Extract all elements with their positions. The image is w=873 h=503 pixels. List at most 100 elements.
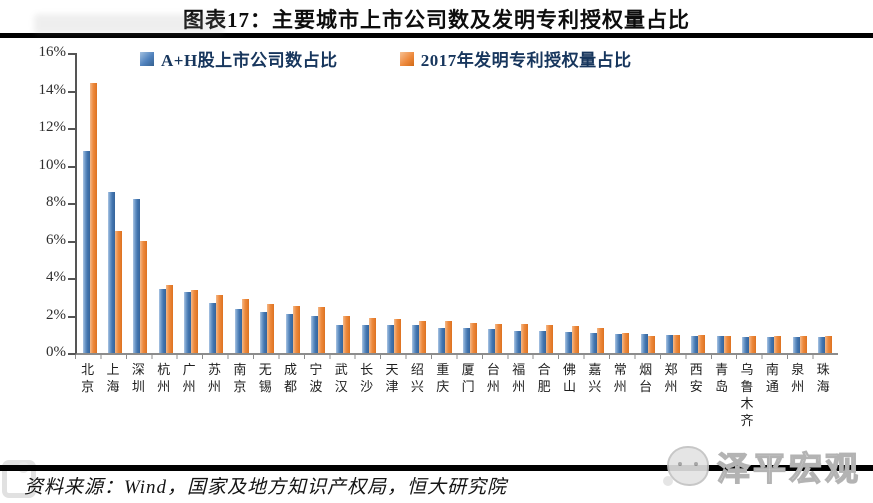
chart-title: 图表17：主要城市上市公司数及发明专利授权量占比: [183, 8, 690, 32]
bar-group-无锡: [255, 53, 280, 353]
bar-group-南京: [229, 53, 254, 353]
y-axis-tick-label: 16%: [38, 44, 67, 60]
legend-swatch-orange: [399, 51, 414, 66]
bar-listed-share-泉州: [792, 337, 800, 353]
x-label-wrap: 上海: [100, 361, 125, 429]
watermark-right: 泽平宏观: [663, 442, 861, 490]
x-label-wrap: 重庆: [430, 361, 455, 429]
bar-listed-share-宁波: [310, 315, 318, 353]
watermark-mascot-icon: [663, 446, 709, 486]
x-axis-label-南通: 南通: [765, 362, 779, 394]
x-label-wrap: 北京: [75, 361, 100, 429]
x-label-wrap: 南通: [760, 361, 785, 429]
bar-patent-share-福州: [520, 323, 528, 353]
bar-group-福州: [508, 53, 533, 353]
y-axis-tick-label: 12%: [38, 119, 67, 135]
x-axis-label-成都: 成都: [284, 362, 298, 394]
x-label-wrap: 宁波: [303, 361, 328, 429]
y-axis-tick-label: 2%: [46, 306, 66, 323]
x-label-wrap: 苏州: [202, 361, 227, 429]
bar-group-郑州: [660, 53, 685, 353]
bar-listed-share-苏州: [209, 303, 217, 353]
bar-listed-share-南通: [767, 337, 775, 353]
title-divider-rule: [0, 33, 873, 38]
bar-group-泉州: [787, 53, 812, 353]
bar-listed-share-青岛: [716, 336, 724, 353]
x-label-wrap: 嘉兴: [582, 361, 607, 429]
bar-listed-share-福州: [513, 330, 521, 353]
bar-group-杭州: [153, 53, 178, 353]
x-label-wrap: 泉州: [785, 361, 810, 429]
bar-patent-share-西安: [698, 335, 706, 353]
y-axis-tick-mark: [68, 315, 75, 318]
x-axis-label-烟台: 烟台: [639, 362, 653, 394]
legend-label-patents: 2017年发明专利授权量占比: [420, 51, 632, 70]
bar-group-宁波: [305, 53, 330, 353]
bar-group-青岛: [711, 53, 736, 353]
y-axis-tick-label: 8%: [46, 194, 66, 210]
bar-group-合肥: [533, 53, 558, 353]
legend-item-listed-companies: A+H股上市公司数占比: [140, 46, 338, 71]
x-label-wrap: 乌鲁木齐: [734, 361, 759, 429]
x-label-wrap: 青岛: [709, 361, 734, 429]
y-axis-tick-mark: [68, 128, 75, 130]
x-label-wrap: 福州: [506, 361, 531, 429]
x-axis-label-乌鲁木齐: 乌鲁木齐: [740, 362, 754, 428]
bar-group-烟台: [635, 53, 660, 353]
bar-patent-share-台州: [495, 323, 503, 353]
bar-patent-share-深圳: [140, 240, 148, 353]
bar-patent-share-青岛: [723, 336, 731, 353]
bar-patent-share-杭州: [165, 284, 173, 353]
x-label-wrap: 台州: [481, 361, 506, 429]
bar-listed-share-天津: [386, 324, 394, 353]
bar-listed-share-烟台: [640, 334, 648, 353]
x-axis-label-福州: 福州: [512, 362, 526, 394]
x-label-wrap: 合肥: [531, 361, 556, 429]
x-axis-label-郑州: 郑州: [664, 362, 678, 394]
y-axis-tick-mark: [68, 278, 75, 280]
y-axis-tick-mark: [68, 353, 75, 355]
x-axis-label-长沙: 长沙: [360, 362, 374, 394]
x-label-wrap: 佛山: [557, 361, 582, 429]
legend-label-listed-companies: A+H股上市公司数占比: [161, 51, 338, 70]
bar-patent-share-泉州: [799, 336, 807, 353]
bar-group-厦门: [457, 53, 482, 353]
bar-listed-share-嘉兴: [589, 333, 597, 353]
y-axis-tick-mark: [68, 90, 75, 93]
x-axis-label-重庆: 重庆: [436, 362, 450, 394]
bar-group-北京: [77, 53, 102, 353]
bar-patent-share-南京: [241, 298, 249, 353]
bar-listed-share-无锡: [260, 311, 268, 353]
x-label-wrap: 武汉: [329, 361, 354, 429]
bar-patent-share-烟台: [647, 336, 655, 353]
bar-patent-share-珠海: [825, 336, 833, 353]
x-axis-labels: 北京上海深圳杭州广州苏州南京无锡成都宁波武汉长沙天津绍兴重庆厦门台州福州合肥佛山…: [75, 361, 836, 429]
y-axis-tick-mark: [68, 53, 75, 55]
watermark-right-text: 泽平宏观: [716, 451, 861, 488]
bar-group-西安: [686, 53, 711, 353]
bar-group-乌鲁木齐: [736, 53, 761, 353]
bar-patent-share-厦门: [470, 323, 478, 353]
bar-listed-share-杭州: [158, 289, 166, 353]
bar-patent-share-无锡: [267, 304, 275, 353]
bar-listed-share-深圳: [133, 199, 141, 353]
x-axis-label-台州: 台州: [486, 362, 500, 394]
bar-listed-share-武汉: [336, 324, 344, 353]
bar-patent-share-合肥: [546, 324, 554, 353]
x-axis-label-南京: 南京: [233, 362, 247, 394]
bar-patent-share-长沙: [368, 318, 376, 353]
bar-listed-share-台州: [488, 328, 496, 353]
bar-group-苏州: [204, 53, 229, 353]
bar-patent-share-常州: [622, 333, 630, 353]
x-axis-label-珠海: 珠海: [816, 362, 830, 394]
y-axis-tick-label: 0%: [46, 344, 66, 360]
bar-patent-share-郑州: [672, 335, 680, 353]
bar-listed-share-佛山: [564, 332, 572, 353]
x-axis-label-常州: 常州: [613, 362, 627, 394]
chart-legend: A+H股上市公司数占比 2017年发明专利授权量占比: [140, 46, 632, 71]
x-axis-label-佛山: 佛山: [563, 362, 577, 394]
bar-listed-share-重庆: [437, 327, 445, 353]
watermark-left-smear: [34, 14, 224, 34]
bar-group-珠海: [812, 53, 837, 353]
x-axis-label-宁波: 宁波: [309, 362, 323, 394]
